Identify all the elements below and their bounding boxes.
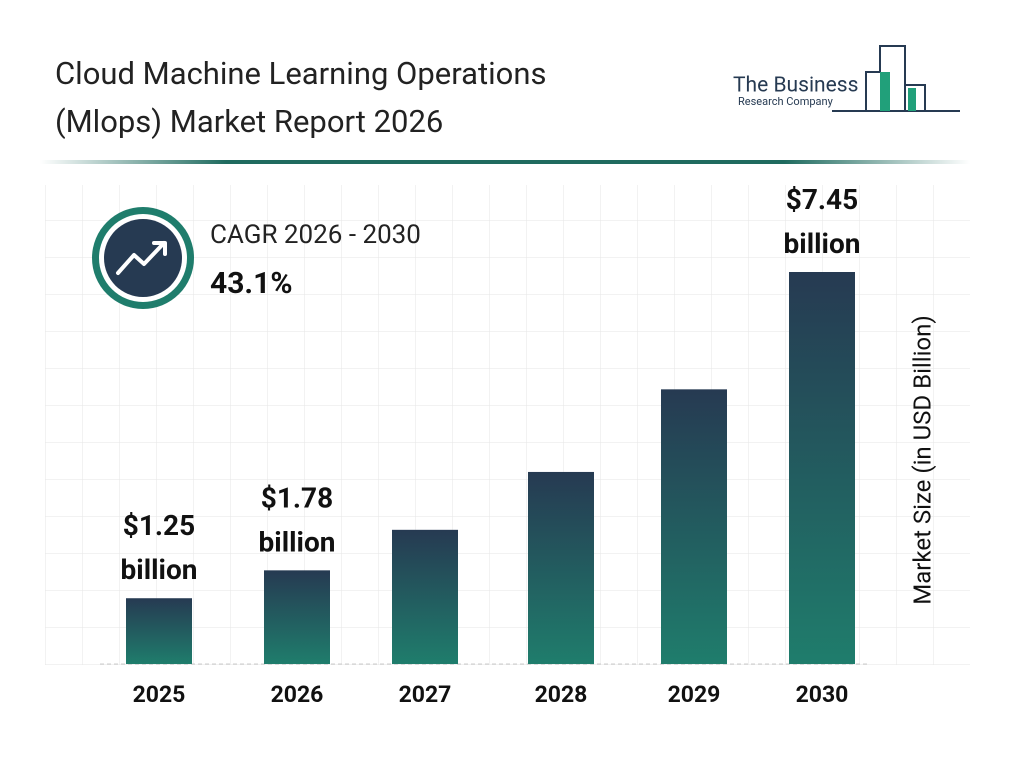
cagr-label: CAGR 2026 - 2030 [210, 220, 421, 250]
chart-title: Cloud Machine Learning Operations (Mlops)… [55, 55, 546, 140]
x-tick-label: 2030 [796, 681, 849, 708]
x-tick-label: 2027 [399, 681, 452, 708]
x-tick-label: 2026 [271, 681, 324, 708]
brand-name: The Business [733, 74, 858, 98]
logo: The Business Research Company [733, 45, 960, 112]
x-tick-label: 2028 [535, 681, 588, 708]
bar [264, 570, 330, 664]
cagr-value: 43.1% [210, 266, 293, 301]
cagr-badge [92, 207, 194, 309]
divider [40, 160, 970, 164]
brand-sub: Research Company [738, 95, 834, 108]
x-tick-label: 2029 [668, 681, 721, 708]
x-tick-label: 2025 [133, 681, 186, 708]
value-label: $1.78 billion [259, 482, 336, 559]
bar [789, 272, 855, 664]
bar [126, 598, 192, 664]
value-label: $1.25 billion [121, 510, 198, 587]
bar [661, 389, 727, 664]
value-label: $7.45 billion [784, 183, 861, 260]
bar [392, 529, 458, 664]
bar [528, 471, 594, 664]
y-axis-label: Market Size (in USD Billion) [908, 315, 936, 604]
